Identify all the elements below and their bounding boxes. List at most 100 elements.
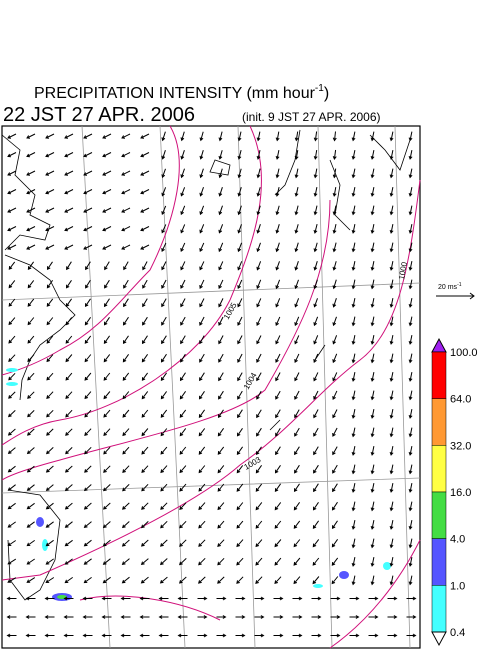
wind-arrow <box>408 223 413 234</box>
wind-arrow <box>255 576 263 585</box>
wind-arrow <box>83 152 93 158</box>
wind-arrow <box>313 168 318 179</box>
wind-arrow <box>141 446 149 455</box>
wind-arrow <box>83 484 92 492</box>
wind-arrow <box>141 409 149 418</box>
wind-arrow <box>63 633 74 638</box>
wind-arrow <box>64 502 73 510</box>
wind-arrow <box>103 354 111 363</box>
wind-arrow <box>26 189 36 195</box>
wind-arrow <box>351 205 356 216</box>
wind-arrow <box>180 187 186 197</box>
wind-arrow <box>313 409 319 419</box>
wind-arrow <box>217 502 225 511</box>
wind-arrow <box>199 335 205 345</box>
wind-arrow <box>85 261 91 271</box>
wind-arrow <box>45 521 54 528</box>
colorbar-segment <box>431 351 447 399</box>
wind-arrow <box>294 372 300 382</box>
wind-arrow <box>140 207 150 213</box>
wind-arrow <box>160 372 168 381</box>
wind-arrow <box>123 261 129 271</box>
wind-arrow <box>389 223 394 234</box>
wind-arrow <box>275 131 280 142</box>
wind-arrow <box>237 335 243 345</box>
wind-arrow <box>389 482 394 493</box>
wind-arrow <box>25 596 36 601</box>
wind-arrow <box>332 261 337 271</box>
wind-arrow <box>294 298 300 308</box>
wind-arrow <box>218 131 223 142</box>
colorbar-label: 0.4 <box>450 627 465 639</box>
wind-arrow <box>160 465 168 474</box>
wind-arrow <box>26 484 35 491</box>
wind-arrow <box>294 205 299 216</box>
wind-arrow <box>46 317 54 326</box>
wind-arrow <box>332 223 337 234</box>
wind-arrow <box>254 596 265 601</box>
wind-arrow <box>311 615 322 619</box>
wind-arrow <box>65 409 73 418</box>
wind-arrow <box>408 260 413 271</box>
wind-arrow <box>102 133 112 139</box>
wind-arrow <box>330 596 341 601</box>
wind-arrow <box>370 260 375 271</box>
wind-arrow <box>389 242 394 253</box>
wind-arrow <box>45 558 54 565</box>
wind-arrow <box>294 390 300 400</box>
wind-arrow <box>408 408 413 419</box>
wind-arrow <box>161 224 167 234</box>
wind-arrow <box>370 205 375 216</box>
wind-arrow <box>237 168 242 179</box>
wind-arrow <box>102 170 112 176</box>
wind-arrow <box>218 298 224 308</box>
wind-arrow <box>140 189 150 195</box>
wind-arrow <box>123 298 129 308</box>
wind-arrow <box>159 576 168 584</box>
wind-arrow <box>179 446 187 455</box>
wind-arrow <box>275 409 281 419</box>
wind-arrow <box>102 244 112 250</box>
wind-arrow <box>102 189 112 195</box>
wind-arrow <box>180 279 186 289</box>
wind-arrow <box>177 633 188 638</box>
wind-arrow <box>63 615 74 619</box>
wind-arrow <box>45 170 55 176</box>
wind-arrow <box>235 615 246 619</box>
wind-arrow <box>7 244 17 250</box>
wind-arrow <box>179 539 187 547</box>
wind-arrow <box>408 575 413 586</box>
wind-arrow <box>292 596 303 601</box>
wind-arrow <box>389 538 394 549</box>
colorbar-segment <box>431 398 447 446</box>
wind-arrow <box>101 633 112 638</box>
wind-arrow <box>7 410 16 418</box>
wind-arrow <box>218 335 224 345</box>
wind-arrow <box>332 390 338 400</box>
wind-arrow <box>217 539 225 548</box>
wind-arrow <box>255 465 263 474</box>
wind-arrow <box>368 615 379 619</box>
wind-arrow <box>121 521 130 529</box>
wind-arrow <box>84 446 92 455</box>
wind-arrow <box>8 261 16 270</box>
wind-arrow <box>140 133 150 139</box>
wind-arrow <box>256 409 262 419</box>
wind-arrow <box>256 242 261 253</box>
wind-arrow <box>408 482 413 493</box>
wind-arrow <box>256 149 261 160</box>
vector-scale-label: 20 ms-1 <box>438 282 462 291</box>
wind-arrow <box>274 502 282 511</box>
wind-arrow <box>389 556 394 567</box>
wind-arrow <box>179 483 187 492</box>
wind-arrow <box>332 205 337 216</box>
wind-arrow <box>64 226 74 232</box>
wind-arrow <box>45 502 54 510</box>
wind-arrow <box>26 539 35 547</box>
wind-arrow <box>216 633 227 638</box>
wind-arrow <box>180 224 186 234</box>
wind-arrow <box>370 482 375 493</box>
wind-arrow <box>141 465 149 474</box>
wind-arrow <box>180 261 186 271</box>
